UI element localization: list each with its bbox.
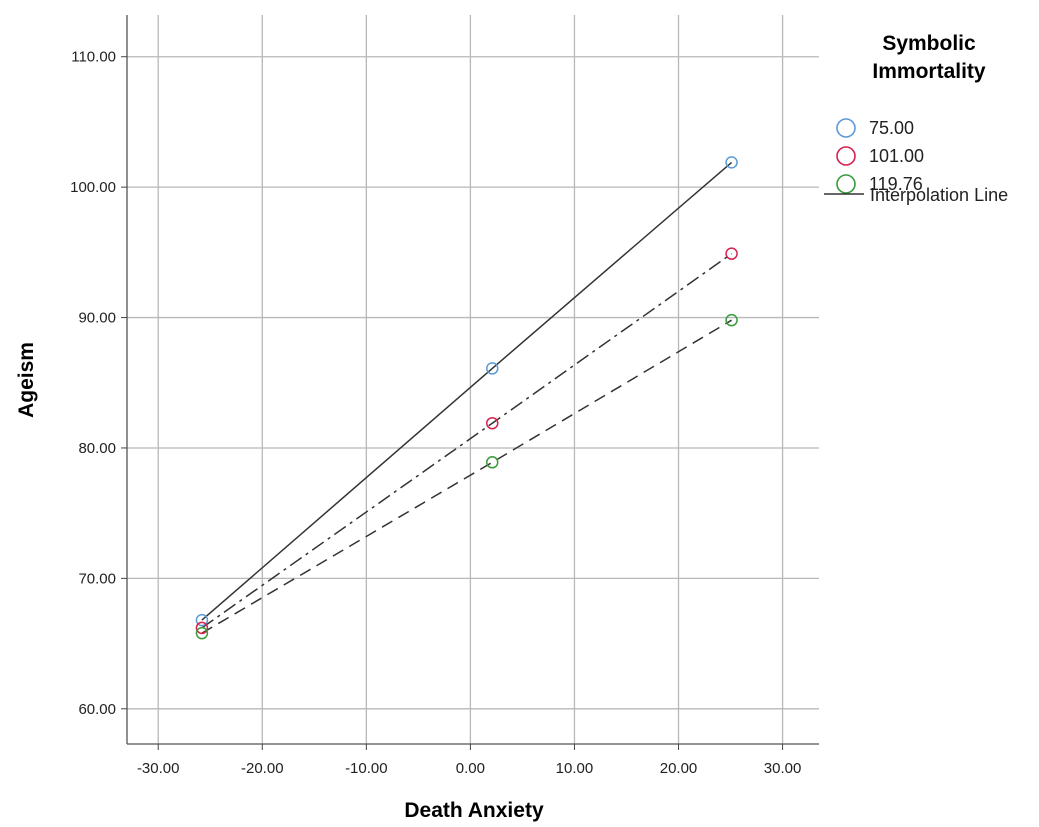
series-lines [201,161,733,634]
legend-interpolation-line-label: Interpolation Line [870,185,1008,205]
y-tick-label: 100.00 [70,179,116,196]
x-axis-title: Death Anxiety [404,799,544,822]
series-3-point [486,456,499,469]
y-tick-label: 80.00 [78,440,116,457]
legend-marker [836,118,856,138]
x-tick-label: 30.00 [764,760,802,777]
x-tick-label: -20.00 [241,760,284,777]
legend-title-line-2: Immortality [872,60,986,83]
legend-title-line-1: Symbolic [882,32,976,55]
series-line-1 [201,161,733,621]
x-tick-label: 0.00 [456,760,485,777]
legend-items: 75.00 101.00 119.76 [836,118,924,194]
x-tick-label: 10.00 [556,760,594,777]
x-axis-ticks: -30.00 -20.00 -10.00 0.00 10.00 20.00 30.00 [137,744,801,777]
y-axis-ticks: 60.00 70.00 80.00 90.00 100.00 110.00 [70,49,127,718]
x-tick-label: 20.00 [660,760,698,777]
y-tick-label: 60.00 [78,701,116,718]
y-tick-label: 70.00 [78,570,116,587]
y-axis-title: Ageism [15,342,38,418]
grid-lines [127,15,819,744]
legend-marker [836,174,856,194]
series-line-3 [201,319,732,634]
y-tick-label: 90.00 [78,310,116,327]
series-1-point [486,362,499,375]
series-points [195,156,738,640]
series-2-point [725,247,738,260]
series-line-2 [201,253,733,629]
series-1-point [195,613,209,627]
x-tick-label: -10.00 [345,760,388,777]
axes [126,15,819,745]
x-tick-label: -30.00 [137,760,180,777]
series-3-point [725,313,738,327]
legend: Symbolic Immortality 75.00 101.00 119.76 I… [824,32,1008,205]
series-2-point [486,416,499,430]
series-2-point [195,621,209,635]
series-1-point [725,156,738,169]
legend-label: 75.00 [869,118,914,138]
legend-label: 119.76 [869,174,923,194]
legend-label: 101.00 [869,146,924,166]
legend-marker [836,146,856,166]
series-3-point [195,626,209,640]
y-tick-label: 110.00 [71,49,116,66]
